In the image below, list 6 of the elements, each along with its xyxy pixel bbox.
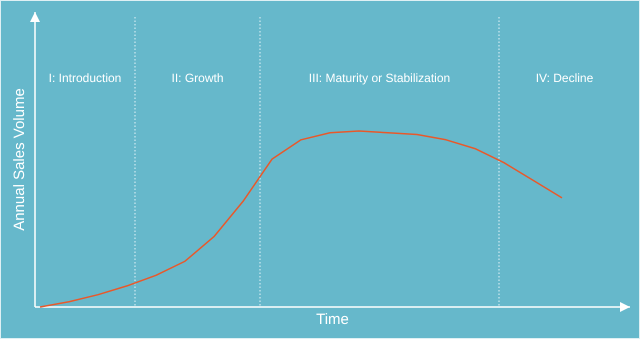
text: IV: Decline — [536, 71, 594, 85]
text: I: Introduction — [48, 71, 122, 85]
x-axis-title: Time — [316, 311, 349, 328]
y-axis-title: Annual Sales Volume — [11, 88, 28, 231]
text: II: Growth — [171, 71, 224, 85]
text: III: Maturity or Stabilization — [308, 71, 450, 85]
